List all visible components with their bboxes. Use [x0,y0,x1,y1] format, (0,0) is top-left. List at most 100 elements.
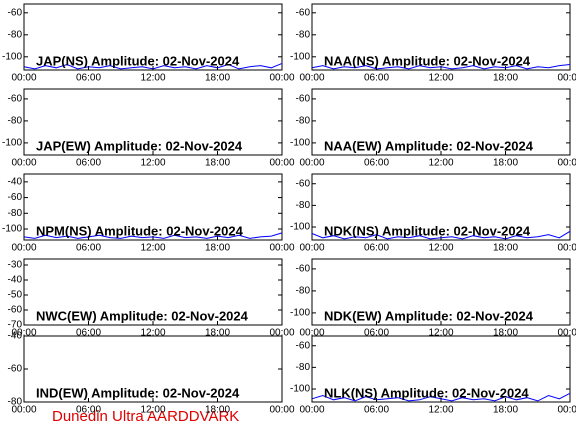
x-tick-label: 18:00 [205,405,230,416]
x-tick-label: 18:00 [493,243,518,254]
x-tick-label: 12:00 [140,73,165,84]
x-tick-label: 18:00 [205,158,230,169]
panel-frame [23,88,283,156]
panel-title: NAA(EW) Amplitude: 02-Nov-2024 [324,138,534,153]
panel-title: NLK(NS) Amplitude: 02-Nov-2024 [324,385,529,400]
x-tick-label: 18:00 [493,73,518,84]
y-tick-label: -100 [2,51,22,62]
panel-title: NDK(NS) Amplitude: 02-Nov-2024 [324,223,531,238]
x-tick-label: 12:00 [140,405,165,416]
x-tick-label: 00:00 [269,158,294,169]
y-tick-label: -80 [296,200,311,211]
x-tick-label: 00:00 [557,405,576,416]
y-tick-label: -30 [8,260,23,271]
panel-title: NPM(NS) Amplitude: 02-Nov-2024 [36,223,244,238]
x-tick-label: 06:00 [76,328,101,339]
y-tick-label: -40 [8,331,23,342]
y-tick-label: -60 [296,94,311,105]
y-tick-label: -100 [290,51,310,62]
x-tick-label: 06:00 [76,243,101,254]
footer: Dunedin Ultra AARDDVARK [52,408,239,425]
y-tick-label: -40 [8,176,23,187]
y-tick-label: -60 [8,94,23,105]
y-tick-label: -60 [8,305,23,316]
panel-title: IND(EW) Amplitude: 02-Nov-2024 [36,385,240,400]
y-tick-label: -80 [8,208,23,219]
x-tick-label: 00:00 [299,328,324,339]
panel-frame [311,258,571,326]
x-tick-label: 12:00 [428,243,453,254]
panel-frame [311,3,571,71]
x-tick-label: 00:00 [557,158,576,169]
x-tick-label: 06:00 [364,73,389,84]
x-tick-label: 00:00 [269,405,294,416]
x-tick-label: 00:00 [11,243,36,254]
y-tick-label: -60 [296,178,311,189]
x-tick-label: 00:00 [299,405,324,416]
x-tick-label: 00:00 [11,73,36,84]
y-tick-label: -100 [290,138,310,149]
y-tick-label: -80 [296,116,311,127]
x-tick-label: 12:00 [428,405,453,416]
x-tick-label: 00:00 [557,243,576,254]
x-tick-label: 06:00 [76,405,101,416]
x-tick-label: 06:00 [364,158,389,169]
y-tick-label: -80 [296,286,311,297]
y-tick-label: -60 [8,364,23,375]
x-tick-label: 06:00 [364,243,389,254]
x-tick-label: 12:00 [428,73,453,84]
panel-title: JAP(EW) Amplitude: 02-Nov-2024 [36,138,243,153]
y-tick-label: -80 [8,116,23,127]
panel-frame [311,335,571,403]
panel-title: NWC(EW) Amplitude: 02-Nov-2024 [36,308,249,323]
y-tick-label: -80 [296,29,311,40]
x-tick-label: 00:00 [11,328,36,339]
x-tick-label: 12:00 [140,158,165,169]
x-tick-label: 18:00 [493,405,518,416]
y-tick-label: -100 [2,138,22,149]
panel-title: JAP(NS) Amplitude: 02-Nov-2024 [36,53,240,68]
y-tick-label: -60 [296,7,311,18]
x-tick-label: 00:00 [11,158,36,169]
panel-frame [311,88,571,156]
panel-title: NDK(EW) Amplitude: 02-Nov-2024 [324,308,534,323]
y-tick-label: -80 [296,362,311,373]
x-tick-label: 18:00 [205,243,230,254]
x-tick-label: 06:00 [364,328,389,339]
x-tick-label: 00:00 [299,243,324,254]
x-tick-label: 06:00 [76,73,101,84]
y-tick-label: -100 [290,222,310,233]
x-tick-label: 12:00 [140,328,165,339]
x-tick-label: 12:00 [140,243,165,254]
y-tick-label: -60 [296,340,311,351]
x-tick-label: 00:00 [557,73,576,84]
panel-frame [23,258,283,326]
x-tick-label: 18:00 [493,158,518,169]
x-tick-label: 00:00 [557,328,576,339]
y-tick-label: -100 [2,224,22,235]
x-tick-label: 18:00 [493,328,518,339]
y-tick-label: -80 [8,397,23,408]
y-tick-label: -50 [8,290,23,301]
y-tick-label: -40 [8,275,23,286]
x-tick-label: 00:00 [269,243,294,254]
x-tick-label: 00:00 [299,73,324,84]
x-tick-label: 06:00 [364,405,389,416]
y-tick-label: -60 [8,192,23,203]
x-tick-label: 00:00 [269,73,294,84]
y-tick-label: -100 [290,308,310,319]
x-tick-label: 00:00 [269,328,294,339]
y-tick-label: -100 [290,384,310,395]
y-tick-label: -80 [8,29,23,40]
panel-title: NAA(NS) Amplitude: 02-Nov-2024 [324,53,531,68]
y-tick-label: -70 [8,320,23,331]
x-tick-label: 12:00 [428,328,453,339]
x-tick-label: 00:00 [11,405,36,416]
panel-frame [23,3,283,71]
x-tick-label: 12:00 [428,158,453,169]
x-tick-label: 00:00 [299,158,324,169]
y-tick-label: -60 [296,264,311,275]
y-tick-label: -60 [8,7,23,18]
x-tick-label: 18:00 [205,73,230,84]
